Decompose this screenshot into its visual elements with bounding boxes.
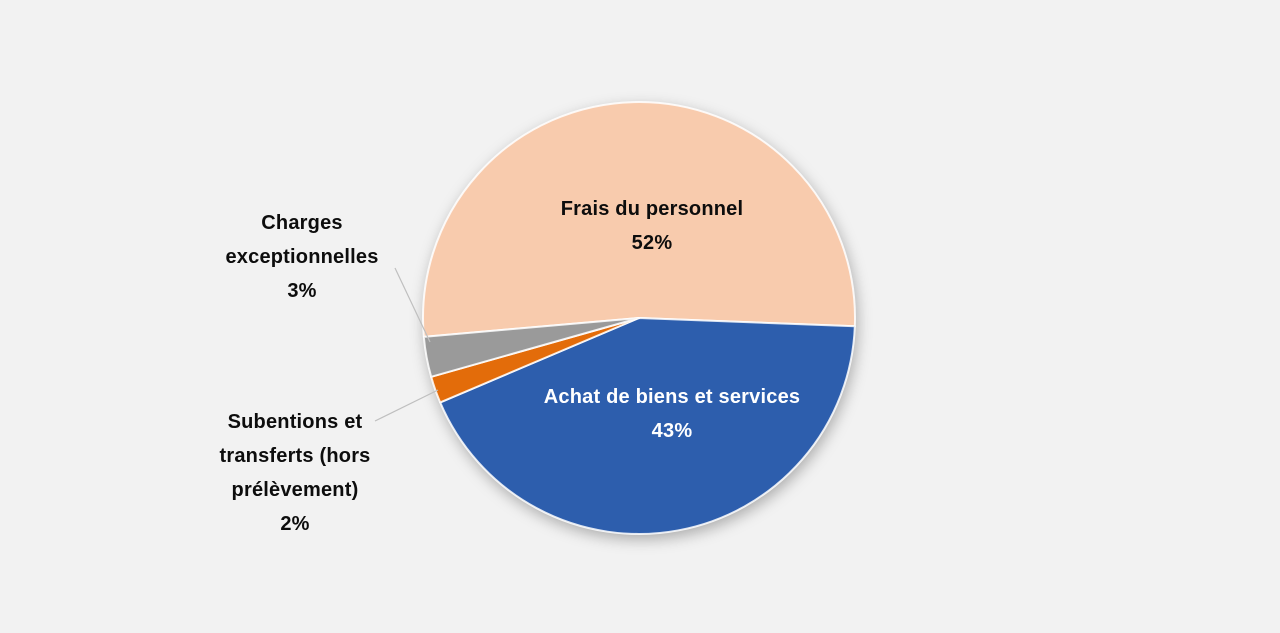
slice-percent: 52% [631,232,673,254]
slice-label-text: Charges exceptionnelles [225,212,379,268]
pie-slices [422,101,856,535]
leader-line-subventions-transferts [374,389,439,422]
slice-percent: 43% [651,420,693,442]
slice-percent: 3% [287,280,317,302]
slice-label-frais-du-personnel: Frais du personnel 52% [492,192,812,260]
slice-label-text: Frais du personnel [560,198,744,220]
leader-line-charges-exceptionnelles [394,267,431,343]
slice-label-text: Subentions et transferts (hors prélèveme… [219,411,371,501]
pie-slice-achat-de-biens-et-services [439,317,856,535]
slice-percent: 2% [280,513,310,535]
pie-slice-charges-exceptionnelles [422,317,640,378]
pie-slice-frais-du-personnel [422,101,856,338]
slice-label-text: Achat de biens et services [543,386,801,408]
slice-label-charges-exceptionnelles: Charges exceptionnelles 3% [205,206,399,308]
slice-label-subventions-transferts: Subentions et transferts (hors prélèveme… [198,405,392,541]
slice-label-achat-de-biens-et-services: Achat de biens et services 43% [502,380,842,448]
